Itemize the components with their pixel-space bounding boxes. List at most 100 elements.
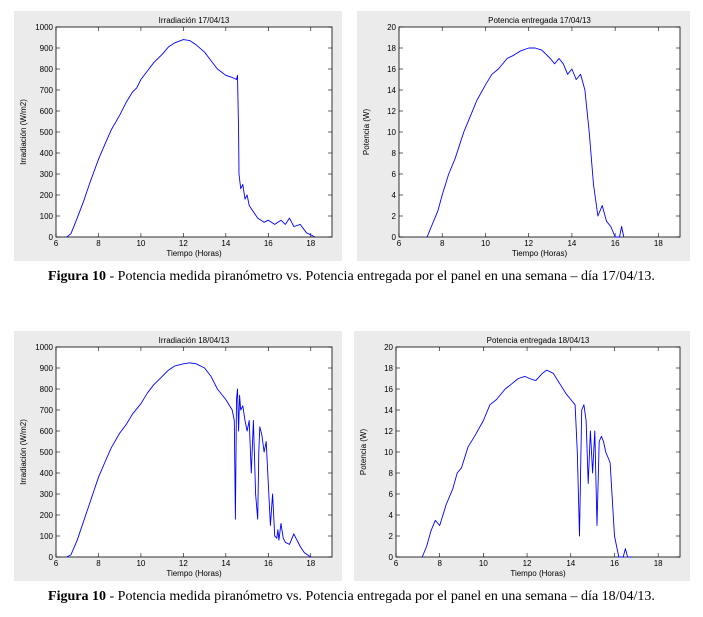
series-line bbox=[66, 362, 312, 558]
figure-caption-label: Figura 10 bbox=[48, 269, 106, 284]
figure-caption-18: Figura 10 - Potencia medida piranómetro … bbox=[0, 589, 703, 605]
x-tick-label: 16 bbox=[264, 239, 273, 248]
x-tick-label: 18 bbox=[306, 559, 315, 568]
chart-title: Irradiación 18/04/13 bbox=[159, 336, 230, 345]
y-tick-label: 900 bbox=[40, 364, 54, 373]
axes-frame bbox=[398, 26, 681, 238]
figure-caption-text: - Potencia medida piranómetro vs. Potenc… bbox=[106, 269, 655, 284]
chart-irradiacion-18: Irradiación 18/04/13 6 8 10 12 14 16 18 0 100 200 3… bbox=[19, 336, 333, 578]
y-tick-label: 200 bbox=[40, 191, 54, 200]
y-tick-label: 1000 bbox=[35, 23, 53, 32]
x-tick-label: 8 bbox=[437, 559, 442, 568]
y-tick-label: 0 bbox=[389, 553, 394, 562]
y-tick-label: 18 bbox=[387, 44, 396, 53]
y-tick-label: 14 bbox=[387, 86, 396, 95]
y-tick-label: 14 bbox=[384, 406, 393, 415]
x-axis-label: Tiempo (Horas) bbox=[510, 569, 566, 578]
y-axis-label: Potencia (W) bbox=[362, 109, 371, 156]
y-tick-label: 16 bbox=[387, 65, 396, 74]
figure-caption-17: Figura 10 - Potencia medida piranómetro … bbox=[0, 269, 703, 285]
y-tick-label: 500 bbox=[40, 128, 54, 137]
x-tick-label: 16 bbox=[611, 239, 620, 248]
x-tick-label: 12 bbox=[524, 239, 533, 248]
axes-frame bbox=[395, 346, 681, 558]
y-tick-label: 2 bbox=[389, 532, 394, 541]
x-tick-label: 8 bbox=[96, 559, 101, 568]
x-tick-label: 14 bbox=[567, 239, 576, 248]
chart-title: Potencia entregada 17/04/13 bbox=[488, 16, 591, 25]
y-tick-label: 16 bbox=[384, 385, 393, 394]
x-tick-label: 14 bbox=[566, 559, 575, 568]
figure-caption-label: Figura 10 bbox=[48, 589, 106, 604]
x-tick-label: 12 bbox=[179, 239, 188, 248]
y-tick-label: 4 bbox=[392, 191, 397, 200]
y-tick-label: 100 bbox=[40, 212, 54, 221]
x-tick-label: 10 bbox=[479, 559, 488, 568]
chart-panel-irradiacion-17: Irradiación 17/04/13 6 8 10 12 14 16 18 0 100 200 3… bbox=[14, 11, 342, 261]
chart-title: Potencia entregada 18/04/13 bbox=[487, 336, 590, 345]
y-axis-label: Potencia (W) bbox=[359, 429, 368, 476]
chart-potencia-18: Potencia entregada 18/04/13 6 8 10 12 14 16 18 0… bbox=[359, 336, 681, 578]
y-tick-label: 200 bbox=[40, 511, 54, 520]
y-tick-label: 8 bbox=[392, 149, 397, 158]
y-tick-label: 900 bbox=[40, 44, 54, 53]
y-tick-label: 12 bbox=[384, 427, 393, 436]
y-tick-label: 100 bbox=[40, 532, 54, 541]
series-line bbox=[426, 47, 625, 238]
chart-irradiacion-17: Irradiación 17/04/13 6 8 10 12 14 16 18 0 100 200 3… bbox=[19, 16, 333, 258]
y-tick-label: 1000 bbox=[35, 343, 53, 352]
y-tick-label: 6 bbox=[392, 170, 397, 179]
x-tick-label: 10 bbox=[136, 239, 145, 248]
x-tick-label: 10 bbox=[136, 559, 145, 568]
x-tick-label: 18 bbox=[306, 239, 315, 248]
y-tick-label: 700 bbox=[40, 406, 54, 415]
y-tick-label: 300 bbox=[40, 170, 54, 179]
y-tick-label: 20 bbox=[384, 343, 393, 352]
y-tick-label: 0 bbox=[49, 553, 54, 562]
x-tick-label: 16 bbox=[610, 559, 619, 568]
x-tick-label: 6 bbox=[54, 239, 59, 248]
y-tick-label: 300 bbox=[40, 490, 54, 499]
y-tick-label: 10 bbox=[384, 448, 393, 457]
x-axis-label: Tiempo (Horas) bbox=[512, 249, 568, 258]
y-tick-label: 800 bbox=[40, 65, 54, 74]
x-tick-label: 14 bbox=[221, 239, 230, 248]
y-tick-label: 6 bbox=[389, 490, 394, 499]
x-tick-label: 12 bbox=[523, 559, 532, 568]
chart-panel-irradiacion-18: Irradiación 18/04/13 6 8 10 12 14 16 18 0 100 200 3… bbox=[14, 331, 342, 581]
x-tick-label: 10 bbox=[481, 239, 490, 248]
y-tick-label: 400 bbox=[40, 469, 54, 478]
x-tick-label: 8 bbox=[96, 239, 101, 248]
y-tick-label: 500 bbox=[40, 448, 54, 457]
y-axis-label: Irradiación (W/m2) bbox=[19, 419, 28, 485]
x-tick-label: 18 bbox=[654, 239, 663, 248]
y-tick-label: 600 bbox=[40, 427, 54, 436]
chart-title: Irradiación 17/04/13 bbox=[159, 16, 230, 25]
chart-potencia-17: Potencia entregada 17/04/13 6 8 10 12 14 16 18 0… bbox=[362, 16, 681, 258]
x-tick-label: 16 bbox=[264, 559, 273, 568]
chart-panel-potencia-17: Potencia entregada 17/04/13 6 8 10 12 14 16 18 0… bbox=[357, 11, 690, 261]
y-tick-label: 0 bbox=[392, 233, 397, 242]
y-tick-label: 0 bbox=[49, 233, 54, 242]
x-tick-label: 12 bbox=[179, 559, 188, 568]
series-line bbox=[421, 369, 632, 558]
y-tick-label: 700 bbox=[40, 86, 54, 95]
y-tick-label: 4 bbox=[389, 511, 394, 520]
x-tick-label: 18 bbox=[654, 559, 663, 568]
x-tick-label: 6 bbox=[394, 559, 399, 568]
x-axis-label: Tiempo (Horas) bbox=[166, 569, 222, 578]
y-tick-label: 12 bbox=[387, 107, 396, 116]
y-tick-label: 8 bbox=[389, 469, 394, 478]
x-tick-label: 14 bbox=[221, 559, 230, 568]
y-axis-label: Irradiación (W/m2) bbox=[19, 99, 28, 165]
y-tick-label: 10 bbox=[387, 128, 396, 137]
x-tick-label: 8 bbox=[440, 239, 445, 248]
chart-panel-potencia-18: Potencia entregada 18/04/13 6 8 10 12 14 16 18 0… bbox=[354, 331, 690, 581]
y-tick-label: 20 bbox=[387, 23, 396, 32]
y-tick-label: 18 bbox=[384, 364, 393, 373]
y-tick-label: 2 bbox=[392, 212, 397, 221]
x-tick-label: 6 bbox=[397, 239, 402, 248]
y-tick-label: 400 bbox=[40, 149, 54, 158]
y-tick-label: 600 bbox=[40, 107, 54, 116]
x-tick-label: 6 bbox=[54, 559, 59, 568]
